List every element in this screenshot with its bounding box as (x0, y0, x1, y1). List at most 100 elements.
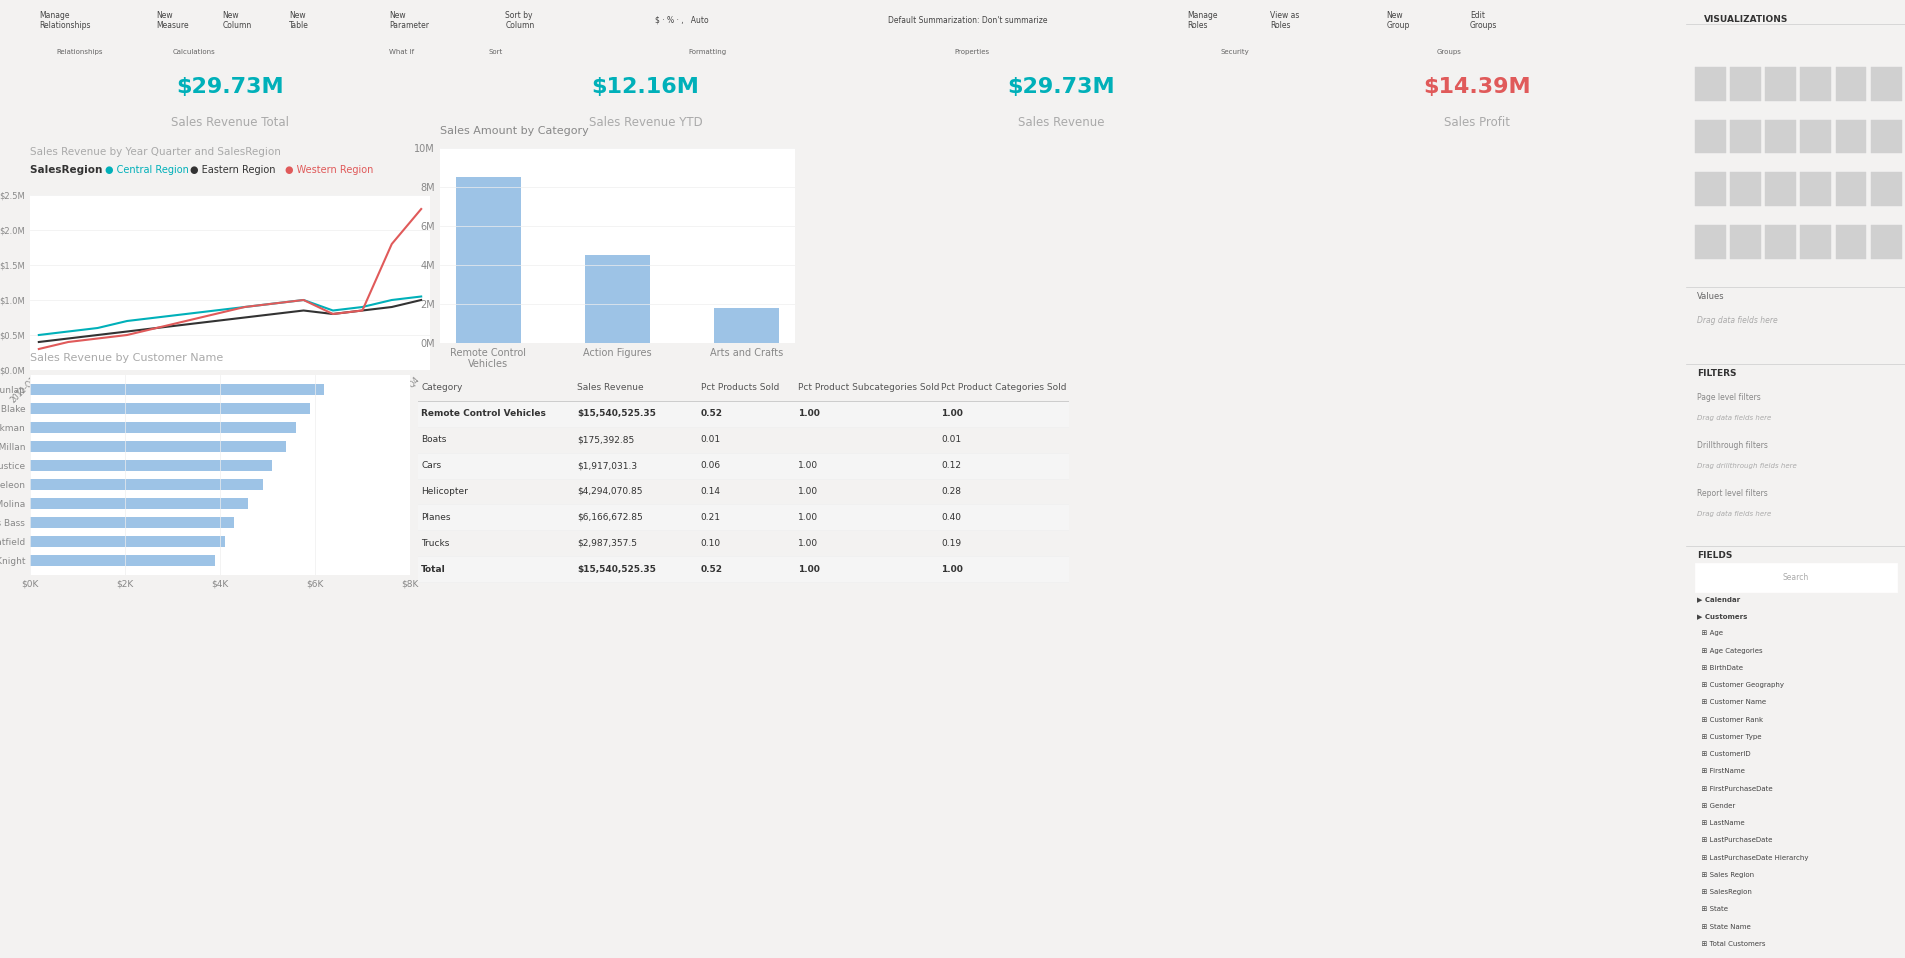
Bar (30, 460, 272, 471)
Text: ⊞ FirstName: ⊞ FirstName (1695, 768, 1743, 774)
Text: $175,392.85: $175,392.85 (577, 435, 634, 445)
Text: VISUALIZATIONS: VISUALIZATIONS (1703, 15, 1787, 24)
Bar (1835, 172, 1865, 206)
Text: ● Western Region: ● Western Region (286, 165, 373, 175)
Bar (1871, 120, 1901, 153)
Text: 1.00: 1.00 (798, 564, 819, 574)
Text: 1.00: 1.00 (798, 513, 817, 522)
Text: New
Table: New Table (290, 11, 309, 30)
Text: $4,294,070.85: $4,294,070.85 (577, 487, 642, 496)
Text: Sales Revenue YTD: Sales Revenue YTD (589, 116, 703, 129)
Text: $15,540,525.35: $15,540,525.35 (577, 564, 655, 574)
Text: 1.00: 1.00 (941, 564, 962, 574)
Text: Drillthrough filters: Drillthrough filters (1695, 441, 1768, 449)
Bar (30, 498, 248, 509)
Bar (455, 177, 520, 343)
Text: $12.16M: $12.16M (591, 77, 699, 97)
Bar (1800, 172, 1831, 206)
Text: FILTERS: FILTERS (1695, 369, 1735, 377)
Bar (1871, 172, 1901, 206)
Text: ⊞ State: ⊞ State (1695, 906, 1728, 912)
Bar (1730, 225, 1760, 259)
Text: New
Measure: New Measure (156, 11, 189, 30)
Text: Sales Amount by Category: Sales Amount by Category (440, 126, 589, 136)
Text: ● Central Region: ● Central Region (105, 165, 189, 175)
Text: Remote Control Vehicles: Remote Control Vehicles (421, 409, 547, 419)
Text: 0.19: 0.19 (941, 538, 960, 548)
Text: 1.00: 1.00 (798, 538, 817, 548)
Text: New
Parameter: New Parameter (389, 11, 429, 30)
Text: SalesRegion: SalesRegion (30, 165, 110, 175)
Text: ⊞ Customer Geography: ⊞ Customer Geography (1695, 682, 1783, 688)
Bar (1694, 67, 1724, 101)
Text: Page level filters: Page level filters (1695, 393, 1760, 401)
Text: $29.73M: $29.73M (175, 77, 284, 97)
Text: $6,166,672.85: $6,166,672.85 (577, 513, 642, 522)
Text: $15,540,525.35: $15,540,525.35 (577, 409, 655, 419)
Text: Drag data fields here: Drag data fields here (1695, 511, 1770, 516)
Bar (1764, 225, 1795, 259)
Text: ⊞ FirstPurchaseDate: ⊞ FirstPurchaseDate (1695, 786, 1772, 791)
Text: ⊞ SalesRegion: ⊞ SalesRegion (1695, 889, 1751, 895)
Text: ⊞ LastPurchaseDate Hierarchy: ⊞ LastPurchaseDate Hierarchy (1695, 855, 1808, 860)
Text: ⊞ Customer Type: ⊞ Customer Type (1695, 734, 1760, 740)
Text: 0.06: 0.06 (701, 461, 720, 470)
Text: Manage
Relationships: Manage Relationships (40, 11, 91, 30)
Text: ⊞ CustomerID: ⊞ CustomerID (1695, 751, 1749, 757)
Text: 0.21: 0.21 (701, 513, 720, 522)
Bar (1730, 120, 1760, 153)
Bar (30, 441, 286, 452)
Text: $29.73M: $29.73M (1008, 77, 1114, 97)
Text: Properties: Properties (954, 49, 989, 56)
Bar (417, 557, 1067, 582)
Text: Pct Products Sold: Pct Products Sold (701, 383, 779, 393)
Text: Sales Revenue: Sales Revenue (577, 383, 644, 393)
Text: Sales Profit: Sales Profit (1444, 116, 1509, 129)
Text: Relationships: Relationships (57, 49, 103, 56)
Bar (1694, 225, 1724, 259)
Text: Pct Product Subcategories Sold: Pct Product Subcategories Sold (798, 383, 939, 393)
Bar (417, 452, 1067, 479)
Text: Planes: Planes (421, 513, 450, 522)
Bar (30, 384, 324, 396)
Text: FIELDS: FIELDS (1695, 551, 1732, 559)
Text: 1.00: 1.00 (798, 409, 819, 419)
Bar (1835, 225, 1865, 259)
Bar (1764, 120, 1795, 153)
Text: 0.40: 0.40 (941, 513, 960, 522)
Text: 0.52: 0.52 (701, 409, 722, 419)
Text: ⊞ Age Categories: ⊞ Age Categories (1695, 648, 1762, 653)
Bar (30, 516, 234, 528)
Bar (30, 422, 295, 433)
Text: Search: Search (1781, 573, 1808, 582)
Text: What If: What If (389, 49, 413, 56)
Bar (1871, 67, 1901, 101)
Text: 0.28: 0.28 (941, 487, 960, 496)
Bar (1835, 120, 1865, 153)
Text: Sort by
Column: Sort by Column (505, 11, 533, 30)
Text: ⊞ State Name: ⊞ State Name (1695, 924, 1751, 929)
Text: 0.14: 0.14 (701, 487, 720, 496)
Text: Sort: Sort (488, 49, 503, 56)
Bar (1764, 172, 1795, 206)
Bar (30, 403, 311, 415)
Text: Report level filters: Report level filters (1695, 489, 1766, 497)
Bar (1800, 67, 1831, 101)
Text: Edit
Groups: Edit Groups (1469, 11, 1497, 30)
Text: Values: Values (1695, 292, 1724, 301)
Text: 0.01: 0.01 (701, 435, 720, 445)
Bar (1800, 120, 1831, 153)
Text: ▶ Calendar: ▶ Calendar (1695, 596, 1739, 602)
Text: $1,917,031.3: $1,917,031.3 (577, 461, 636, 470)
Text: 1.00: 1.00 (798, 461, 817, 470)
Text: New
Group: New Group (1387, 11, 1410, 30)
Text: View as
Roles: View as Roles (1269, 11, 1299, 30)
Text: 0.01: 0.01 (941, 435, 960, 445)
Text: ⊞ Customer Rank: ⊞ Customer Rank (1695, 717, 1762, 722)
Text: ⊞ Age: ⊞ Age (1695, 630, 1722, 636)
Text: 0.52: 0.52 (701, 564, 722, 574)
Bar (417, 400, 1067, 426)
Text: 0.12: 0.12 (941, 461, 960, 470)
Text: Default Summarization: Don't summarize: Default Summarization: Don't summarize (888, 15, 1046, 25)
Text: Total: Total (421, 564, 446, 574)
